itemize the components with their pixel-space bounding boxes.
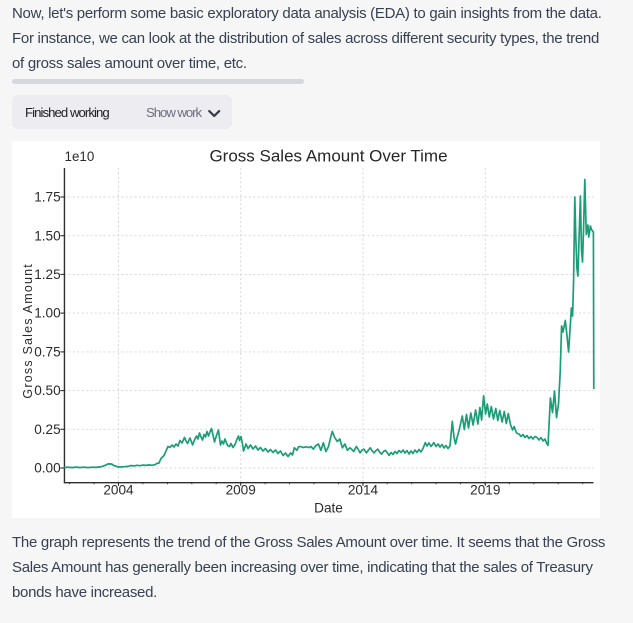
svg-text:2014: 2014 [348,483,379,498]
svg-text:1e10: 1e10 [65,149,95,164]
svg-text:Gross Sales Amount: Gross Sales Amount [21,263,35,399]
svg-text:1.00: 1.00 [34,306,61,321]
svg-text:0.75: 0.75 [34,345,60,360]
svg-text:Gross Sales Amount Over Time: Gross Sales Amount Over Time [209,146,447,165]
svg-text:2019: 2019 [470,483,500,498]
svg-text:2004: 2004 [103,483,134,498]
svg-text:2009: 2009 [226,483,256,498]
svg-text:0.50: 0.50 [34,383,61,398]
svg-text:0.25: 0.25 [34,422,60,437]
svg-text:Date: Date [314,501,343,516]
svg-text:1.25: 1.25 [34,267,60,282]
svg-text:1.75: 1.75 [34,190,60,205]
svg-text:0.00: 0.00 [34,461,61,476]
svg-text:1.50: 1.50 [34,228,61,243]
